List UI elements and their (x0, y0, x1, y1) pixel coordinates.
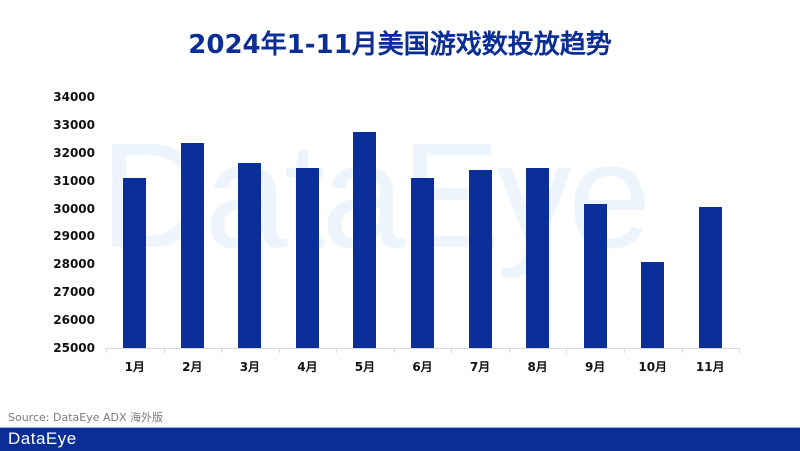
bar-5 (353, 131, 377, 348)
x-tick-label: 3月 (239, 360, 261, 374)
x-tick-label: 7月 (469, 360, 491, 374)
bar-4 (295, 168, 319, 348)
y-tick-label: 30000 (53, 201, 95, 216)
bar-3 (238, 163, 262, 348)
bar-9 (583, 203, 607, 348)
bar-chart: 34000 33000 32000 31000 30000 29000 28000 27000… (53, 90, 741, 374)
y-tick-label: 26000 (53, 313, 95, 328)
x-tick-label: 5月 (354, 360, 376, 374)
footer-bar: DataEye (0, 427, 800, 451)
x-axis-tick (623, 348, 625, 353)
bar-7 (468, 169, 492, 348)
x-axis-tick (336, 348, 338, 353)
source-note: Source: DataEye ADX 海外版 (8, 411, 163, 424)
x-axis-tick (106, 348, 107, 353)
y-tick-label: 29000 (53, 229, 95, 244)
x-tick-label: 2月 (182, 360, 203, 374)
y-tick-label: 25000 (53, 341, 95, 355)
bar-2 (180, 143, 204, 348)
x-tick-label: 8月 (527, 360, 548, 374)
chart-title: 2024年1-11月美国游戏数投放趋势 (188, 30, 612, 60)
x-axis-tick (221, 348, 223, 353)
y-tick-label: 28000 (53, 257, 95, 272)
bar-1 (123, 177, 147, 348)
y-tick-label: 34000 (53, 90, 95, 104)
y-tick-label: 33000 (53, 117, 95, 132)
x-axis-tick (739, 348, 741, 353)
x-axis-tick (163, 348, 165, 353)
x-axis-tick (681, 348, 683, 353)
x-tick-label: 6月 (412, 360, 433, 374)
bar-10 (641, 262, 665, 348)
bar-11 (698, 206, 722, 348)
x-axis-tick (393, 348, 395, 353)
y-tick-label: 31000 (53, 173, 95, 188)
x-tick-label: 1月 (124, 360, 145, 374)
y-tick-label: 32000 (53, 145, 95, 160)
x-tick-label: 9月 (584, 360, 606, 374)
x-tick-label: 4月 (297, 360, 318, 374)
x-tick-label: 11月 (695, 360, 725, 374)
x-axis-tick (451, 348, 453, 353)
x-axis-tick (508, 348, 510, 353)
bar-6 (411, 178, 435, 348)
x-tick-label: 10月 (638, 360, 668, 374)
dataeye-logo: DataEye (8, 429, 77, 448)
bar-8 (526, 168, 550, 348)
x-axis-tick (566, 348, 568, 353)
x-axis-line (106, 348, 739, 349)
y-tick-label: 27000 (53, 285, 95, 300)
x-axis-tick (278, 348, 280, 353)
